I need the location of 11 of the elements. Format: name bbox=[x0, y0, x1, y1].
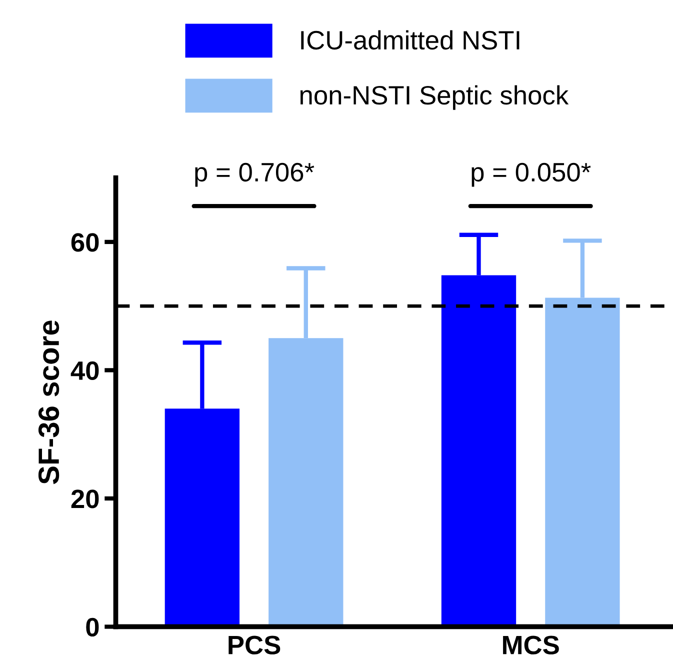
annotation: p = 0.706* bbox=[195, 162, 314, 187]
y-tick-label: 0 bbox=[86, 618, 99, 637]
y-tick-label: 60 bbox=[71, 233, 99, 252]
x-tick-label: PCS bbox=[228, 636, 280, 654]
y-tick-label: 20 bbox=[71, 490, 99, 508]
y-axis-title: SF-36 score bbox=[38, 320, 60, 484]
y-tick-label: 40 bbox=[70, 361, 99, 380]
legend-label: non-NSTI Septic shock bbox=[300, 85, 569, 110]
annotation: p = 0.050* bbox=[472, 162, 591, 187]
x-tick-label: MCS bbox=[503, 636, 559, 654]
legend-label: ICU-admitted NSTI bbox=[301, 30, 520, 50]
